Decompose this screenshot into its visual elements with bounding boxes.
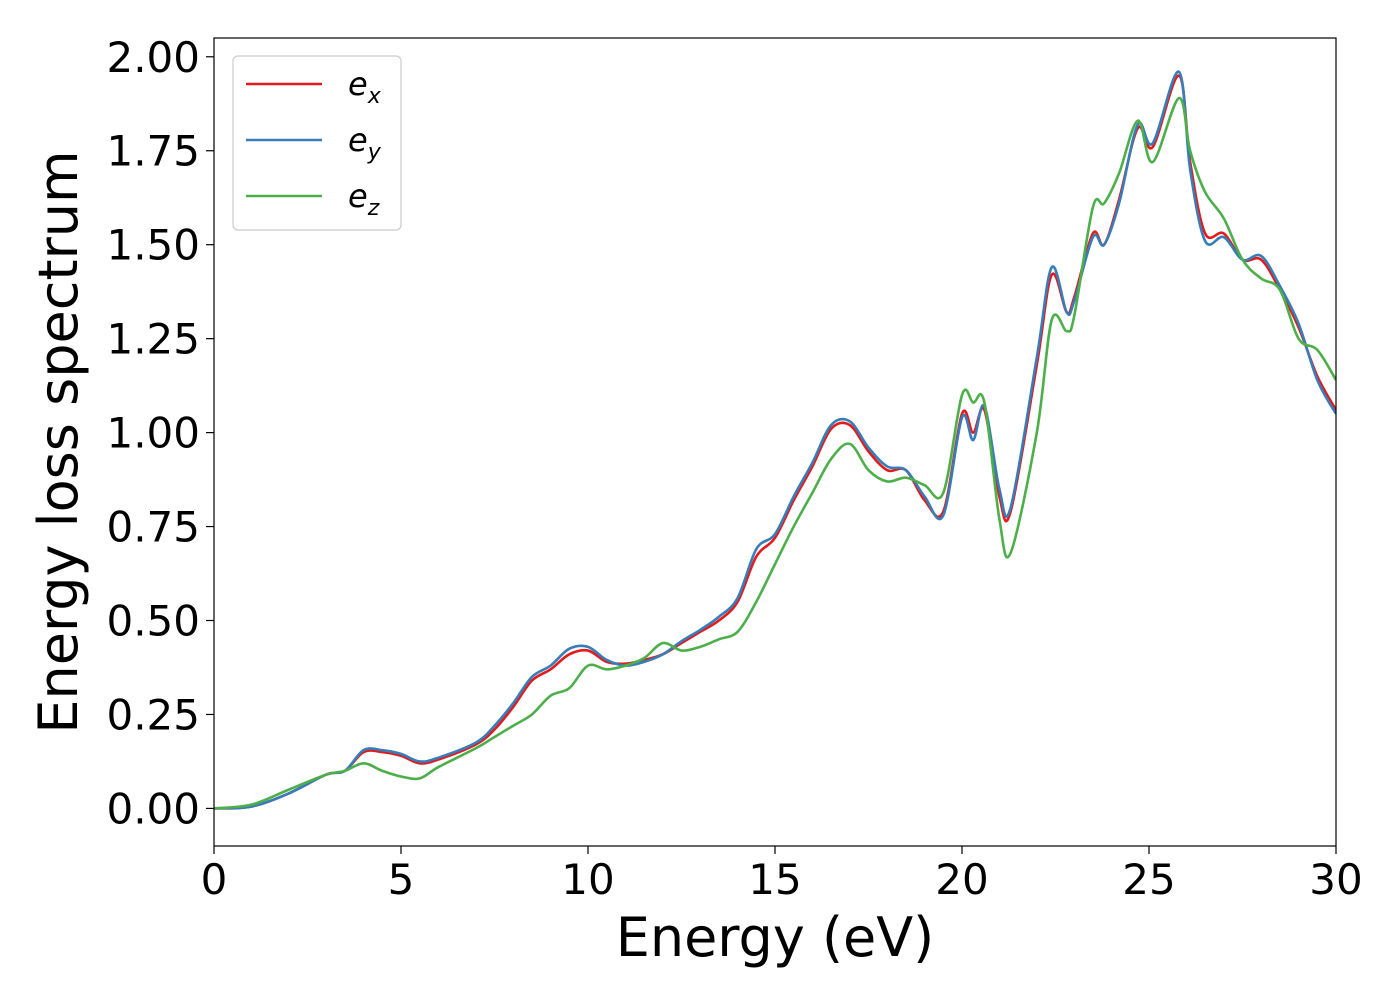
x-tick-label: 25 (1122, 855, 1175, 904)
series-line-e-x (214, 74, 1336, 810)
y-tick-label: 2.00 (106, 33, 200, 82)
y-tick-label: 0.50 (106, 597, 200, 646)
x-tick-label: 0 (201, 855, 228, 904)
x-axis-label: Energy (eV) (616, 906, 935, 969)
x-tick-label: 5 (388, 855, 415, 904)
x-tick-label: 20 (935, 855, 988, 904)
y-tick-label: 1.50 (106, 221, 200, 270)
x-tick-label: 10 (561, 855, 614, 904)
x-tick-label: 15 (748, 855, 801, 904)
y-tick-label: 0.25 (106, 690, 200, 739)
y-tick-label: 0.00 (106, 784, 200, 833)
y-axis: 0.00 0.25 0.50 0.75 1.00 1.25 1.50 1.75 2.00 (106, 33, 214, 833)
x-tick-label: 30 (1309, 855, 1362, 904)
series-line-e-y (214, 70, 1336, 810)
x-axis: 0 5 10 15 20 25 30 (201, 846, 1363, 904)
y-tick-label: 1.25 (106, 315, 200, 364)
legend-box (232, 55, 402, 231)
y-axis-label: Energy loss spectrum (27, 150, 90, 733)
y-tick-label: 0.75 (106, 503, 200, 552)
y-tick-label: 1.00 (106, 409, 200, 458)
series-line-e-z (214, 96, 1336, 810)
y-tick-label: 1.75 (106, 127, 200, 176)
plot-lines (214, 70, 1336, 810)
